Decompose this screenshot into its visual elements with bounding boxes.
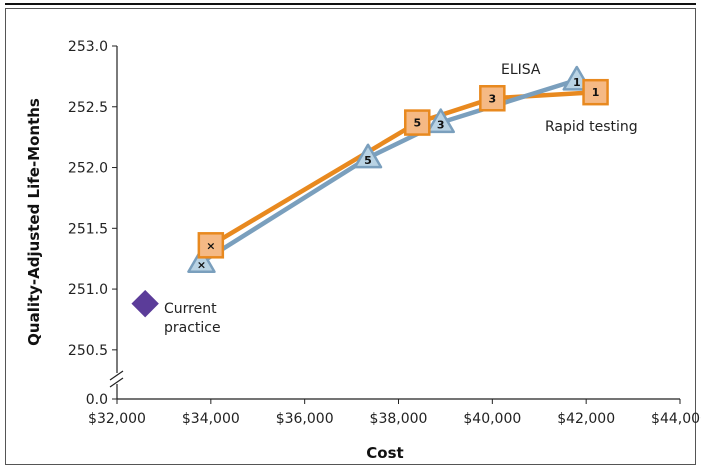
series-line-elisa [199, 77, 580, 265]
annotation-elisa: ELISA [501, 62, 541, 78]
x-tick-label: $38,000 [370, 411, 428, 427]
x-tick-label: $44,000 [651, 411, 701, 427]
marker-elisa [426, 108, 455, 134]
y-tick-label-zero: 0.0 [86, 392, 108, 408]
y-tick-label: 251.5 [68, 221, 108, 237]
annotation-current-practice-line1: Current [164, 301, 217, 317]
marker-label-elisa: 3 [437, 119, 445, 132]
series-line-rapid-testing [208, 89, 598, 248]
marker-label-elisa: × [197, 258, 206, 271]
marker-label-rapid-testing: 3 [489, 92, 497, 105]
x-tick-label: $32,000 [88, 411, 146, 427]
marker-rapid-testing [582, 78, 609, 106]
marker-rapid-testing [197, 232, 225, 259]
marker-label-rapid-testing: × [206, 239, 215, 252]
x-axis-title: Cost [366, 444, 403, 462]
y-axis-title: Quality-Adjusted Life-Months [25, 98, 43, 346]
annotation-current-practice-line2: practice [164, 320, 221, 336]
marker-current-practice [131, 289, 159, 318]
x-tick-label: $34,000 [182, 411, 240, 427]
y-tick-label: 252.5 [68, 100, 108, 116]
marker-elisa [353, 143, 383, 169]
y-tick-label: 250.5 [68, 343, 108, 359]
marker-label-rapid-testing: 1 [592, 86, 600, 99]
marker-label-elisa: 1 [573, 76, 581, 89]
y-tick-label: 253.0 [68, 39, 108, 55]
axis-break-mark-1 [109, 370, 124, 381]
y-tick-label: 252.0 [68, 161, 108, 177]
marker-elisa [187, 248, 216, 273]
marker-label-elisa: 5 [364, 154, 372, 167]
x-tick-label: $42,000 [557, 411, 615, 427]
annotation-rapid-testing: Rapid testing [545, 119, 638, 135]
x-tick-label: $36,000 [276, 411, 334, 427]
y-tick-label: 251.0 [68, 282, 108, 298]
chart-frame [5, 8, 696, 465]
axis-break-mark-2 [109, 377, 124, 388]
marker-label-rapid-testing: 5 [413, 117, 421, 130]
marker-rapid-testing [479, 85, 506, 112]
x-tick-label: $40,000 [463, 411, 521, 427]
marker-rapid-testing [404, 109, 431, 136]
